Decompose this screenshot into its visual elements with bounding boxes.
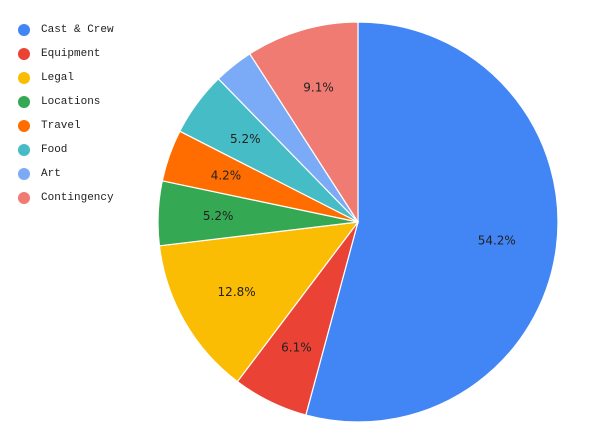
legend-swatch	[18, 24, 30, 36]
slice-data-label: 4.2%	[211, 168, 242, 182]
legend-item: Legal	[18, 66, 158, 90]
legend-label: Contingency	[41, 192, 114, 204]
slice-data-label: 12.8%	[218, 285, 256, 299]
legend-swatch	[18, 192, 30, 204]
legend-label: Equipment	[41, 48, 101, 60]
slice-data-label: 5.2%	[230, 132, 261, 146]
legend-label: Cast & Crew	[41, 24, 114, 36]
legend-swatch	[18, 72, 30, 84]
legend-item: Equipment	[18, 42, 158, 66]
legend-item: Locations	[18, 90, 158, 114]
legend-swatch	[18, 144, 30, 156]
legend-label: Legal	[41, 72, 75, 84]
legend-item: Contingency	[18, 186, 158, 210]
legend-label: Art	[41, 168, 61, 180]
legend-swatch	[18, 48, 30, 60]
slice-data-label: 5.2%	[203, 209, 234, 223]
legend-swatch	[18, 168, 30, 180]
slice-data-label: 6.1%	[281, 341, 312, 355]
legend-label: Locations	[41, 96, 101, 108]
legend-swatch	[18, 120, 30, 132]
slice-data-label: 9.1%	[303, 81, 334, 95]
legend-item: Travel	[18, 114, 158, 138]
legend-label: Travel	[41, 120, 81, 132]
legend-swatch	[18, 96, 30, 108]
pie-slice	[248, 21, 359, 225]
legend-label: Food	[41, 144, 68, 156]
legend-item: Food	[18, 138, 158, 162]
pie-slice	[158, 221, 360, 383]
chart-legend: Cast & Crew Equipment Legal Locations Travel…	[18, 18, 158, 210]
pie-slice	[305, 21, 559, 423]
legend-item: Cast & Crew	[18, 18, 158, 42]
legend-item: Art	[18, 162, 158, 186]
slice-data-label: 54.2%	[478, 233, 516, 247]
